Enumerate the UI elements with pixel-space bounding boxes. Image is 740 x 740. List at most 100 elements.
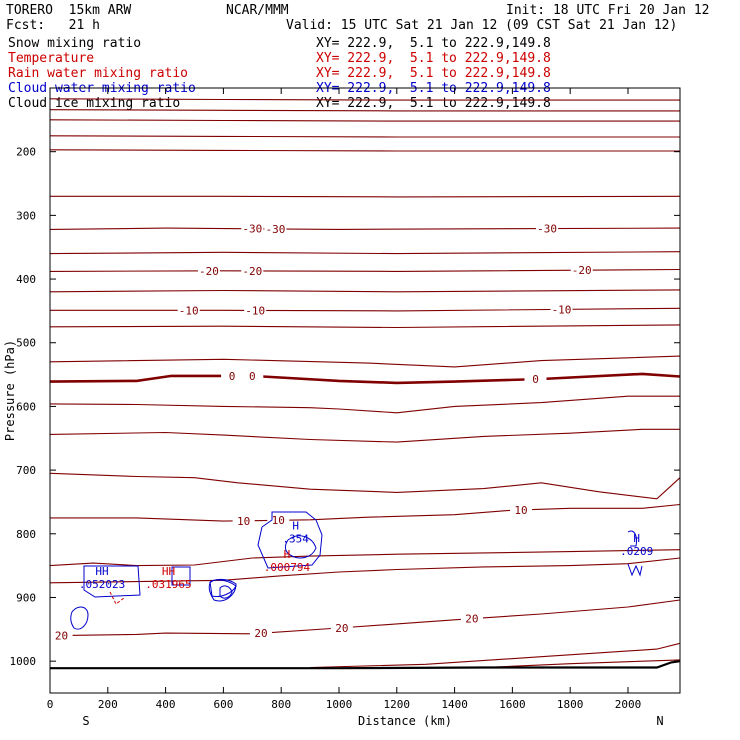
field-xy-snow: XY= 222.9, 5.1 to 222.9,149.8 — [316, 36, 551, 51]
temperature-contour — [50, 195, 681, 198]
max-marker: HH — [162, 565, 175, 578]
valid-time: Valid: 15 UTC Sat 21 Jan 12 (09 CST Sat … — [286, 18, 678, 33]
contour-label-bg — [241, 369, 264, 382]
contour-label-bg — [177, 304, 200, 317]
contour-label-bg — [510, 503, 533, 516]
y-tick-label: 300 — [16, 209, 36, 222]
cloud-water-contour — [257, 511, 323, 569]
contour-label: 0 — [229, 370, 236, 383]
contour-label-bg — [50, 629, 73, 642]
contour-label-bg — [330, 621, 353, 634]
x-tick-label: 1000 — [326, 698, 353, 711]
field-xy-temperature: XY= 222.9, 5.1 to 222.9,149.8 — [316, 51, 551, 66]
cloud-water-contour — [208, 578, 237, 602]
contour-label: 20 — [254, 627, 267, 640]
x-tick-label: 1200 — [384, 698, 411, 711]
temperature-contour — [49, 119, 680, 122]
field-xy-rain: XY= 222.9, 5.1 to 222.9,149.8 — [316, 66, 551, 81]
max-value: .031965 — [145, 578, 191, 591]
max-marker: HH — [95, 565, 108, 578]
field-label-snow: Snow mixing ratio — [8, 36, 142, 51]
contour-label: 0 — [532, 373, 539, 386]
temperature-contour — [49, 268, 681, 272]
field-label-temperature: Temperature — [8, 51, 95, 66]
cloud-rain-contours — [70, 511, 643, 630]
x-tick-label: 1600 — [499, 698, 526, 711]
y-tick-label: 400 — [16, 273, 36, 286]
contour-label-bg — [570, 264, 593, 277]
contour-label: -30 — [537, 223, 557, 236]
temperature-contour — [49, 557, 681, 584]
contour-label: 0 — [249, 370, 256, 383]
contour-label-bg — [536, 222, 559, 235]
y-tick-label: 600 — [16, 400, 36, 413]
contour-label: 10 — [272, 514, 285, 527]
contour-label: -10 — [245, 304, 265, 317]
cloud-water-contour — [284, 535, 317, 559]
max-value: .052023 — [79, 578, 125, 591]
x-tick-label: 2000 — [615, 698, 642, 711]
temperature-contour — [49, 472, 681, 500]
cloud-water-contour — [83, 565, 141, 598]
x-tick-label: 1400 — [441, 698, 468, 711]
contour-label: 20 — [55, 630, 68, 643]
max-marker: H — [284, 548, 291, 561]
forecast-hour: Fcst: 21 h — [6, 18, 100, 33]
temperature-contour — [49, 251, 681, 255]
temperature-contour — [49, 428, 680, 443]
contour-label-bg — [244, 304, 267, 317]
temperature-contour — [49, 135, 680, 138]
contour-label: -20 — [572, 264, 592, 277]
contour-label-bg — [264, 222, 287, 235]
contour-label: -20 — [199, 265, 219, 278]
contour-label-bg — [249, 627, 272, 640]
cloud-water-contour — [627, 530, 637, 547]
temperature-contour — [49, 149, 680, 152]
temperature-contour — [49, 395, 680, 414]
contour-label-bg — [232, 514, 255, 527]
plot-frame — [49, 87, 681, 694]
temperature-contour — [49, 109, 680, 112]
x-tick-label: 200 — [98, 698, 118, 711]
temperature-contour — [49, 372, 681, 385]
y-axis-label: Pressure (hPa) — [3, 340, 17, 441]
init-time: Init: 18 UTC Fri 20 Jan 12 — [506, 3, 710, 18]
temperature-contour — [310, 642, 681, 669]
temperature-contour — [49, 355, 681, 368]
temperature-contour — [49, 289, 681, 293]
contour-label-bg — [267, 514, 290, 527]
contour-label-bg — [550, 303, 573, 316]
temperature-contour — [49, 324, 681, 329]
y-tick-label: 200 — [16, 146, 36, 159]
terrain-surface — [50, 660, 681, 670]
x-tick-label: 800 — [271, 698, 291, 711]
max-marker: H — [292, 519, 299, 532]
temperature-contour — [49, 599, 681, 637]
y-tick-label: 900 — [16, 591, 36, 604]
rain-contour — [109, 591, 125, 605]
temperature-contour — [50, 307, 681, 312]
max-marker: H — [633, 532, 640, 545]
temperature-contour — [49, 549, 681, 567]
contour-label: -10 — [179, 304, 199, 317]
contour-label: 10 — [237, 515, 250, 528]
temperature-contour — [483, 659, 681, 669]
contour-label-bg — [197, 264, 220, 277]
temperature-contour — [49, 98, 680, 101]
temperature-contour — [49, 227, 681, 230]
y-tick-label: 800 — [16, 528, 36, 541]
contour-label-bg — [524, 373, 547, 386]
x-tick-label: 0 — [47, 698, 54, 711]
max-value: .354 — [282, 532, 309, 545]
model-title: TORERO 15km ARW — [6, 3, 132, 18]
x-axis-label: Distance (km) — [358, 714, 452, 728]
max-value: .0209 — [620, 545, 653, 558]
north-label: N — [656, 714, 663, 728]
cloud-water-contour — [219, 585, 233, 599]
contour-label-bg — [460, 612, 483, 625]
contour-label-bg — [241, 264, 264, 277]
contour-label: 20 — [335, 622, 348, 635]
contour-label: -30 — [265, 223, 285, 236]
